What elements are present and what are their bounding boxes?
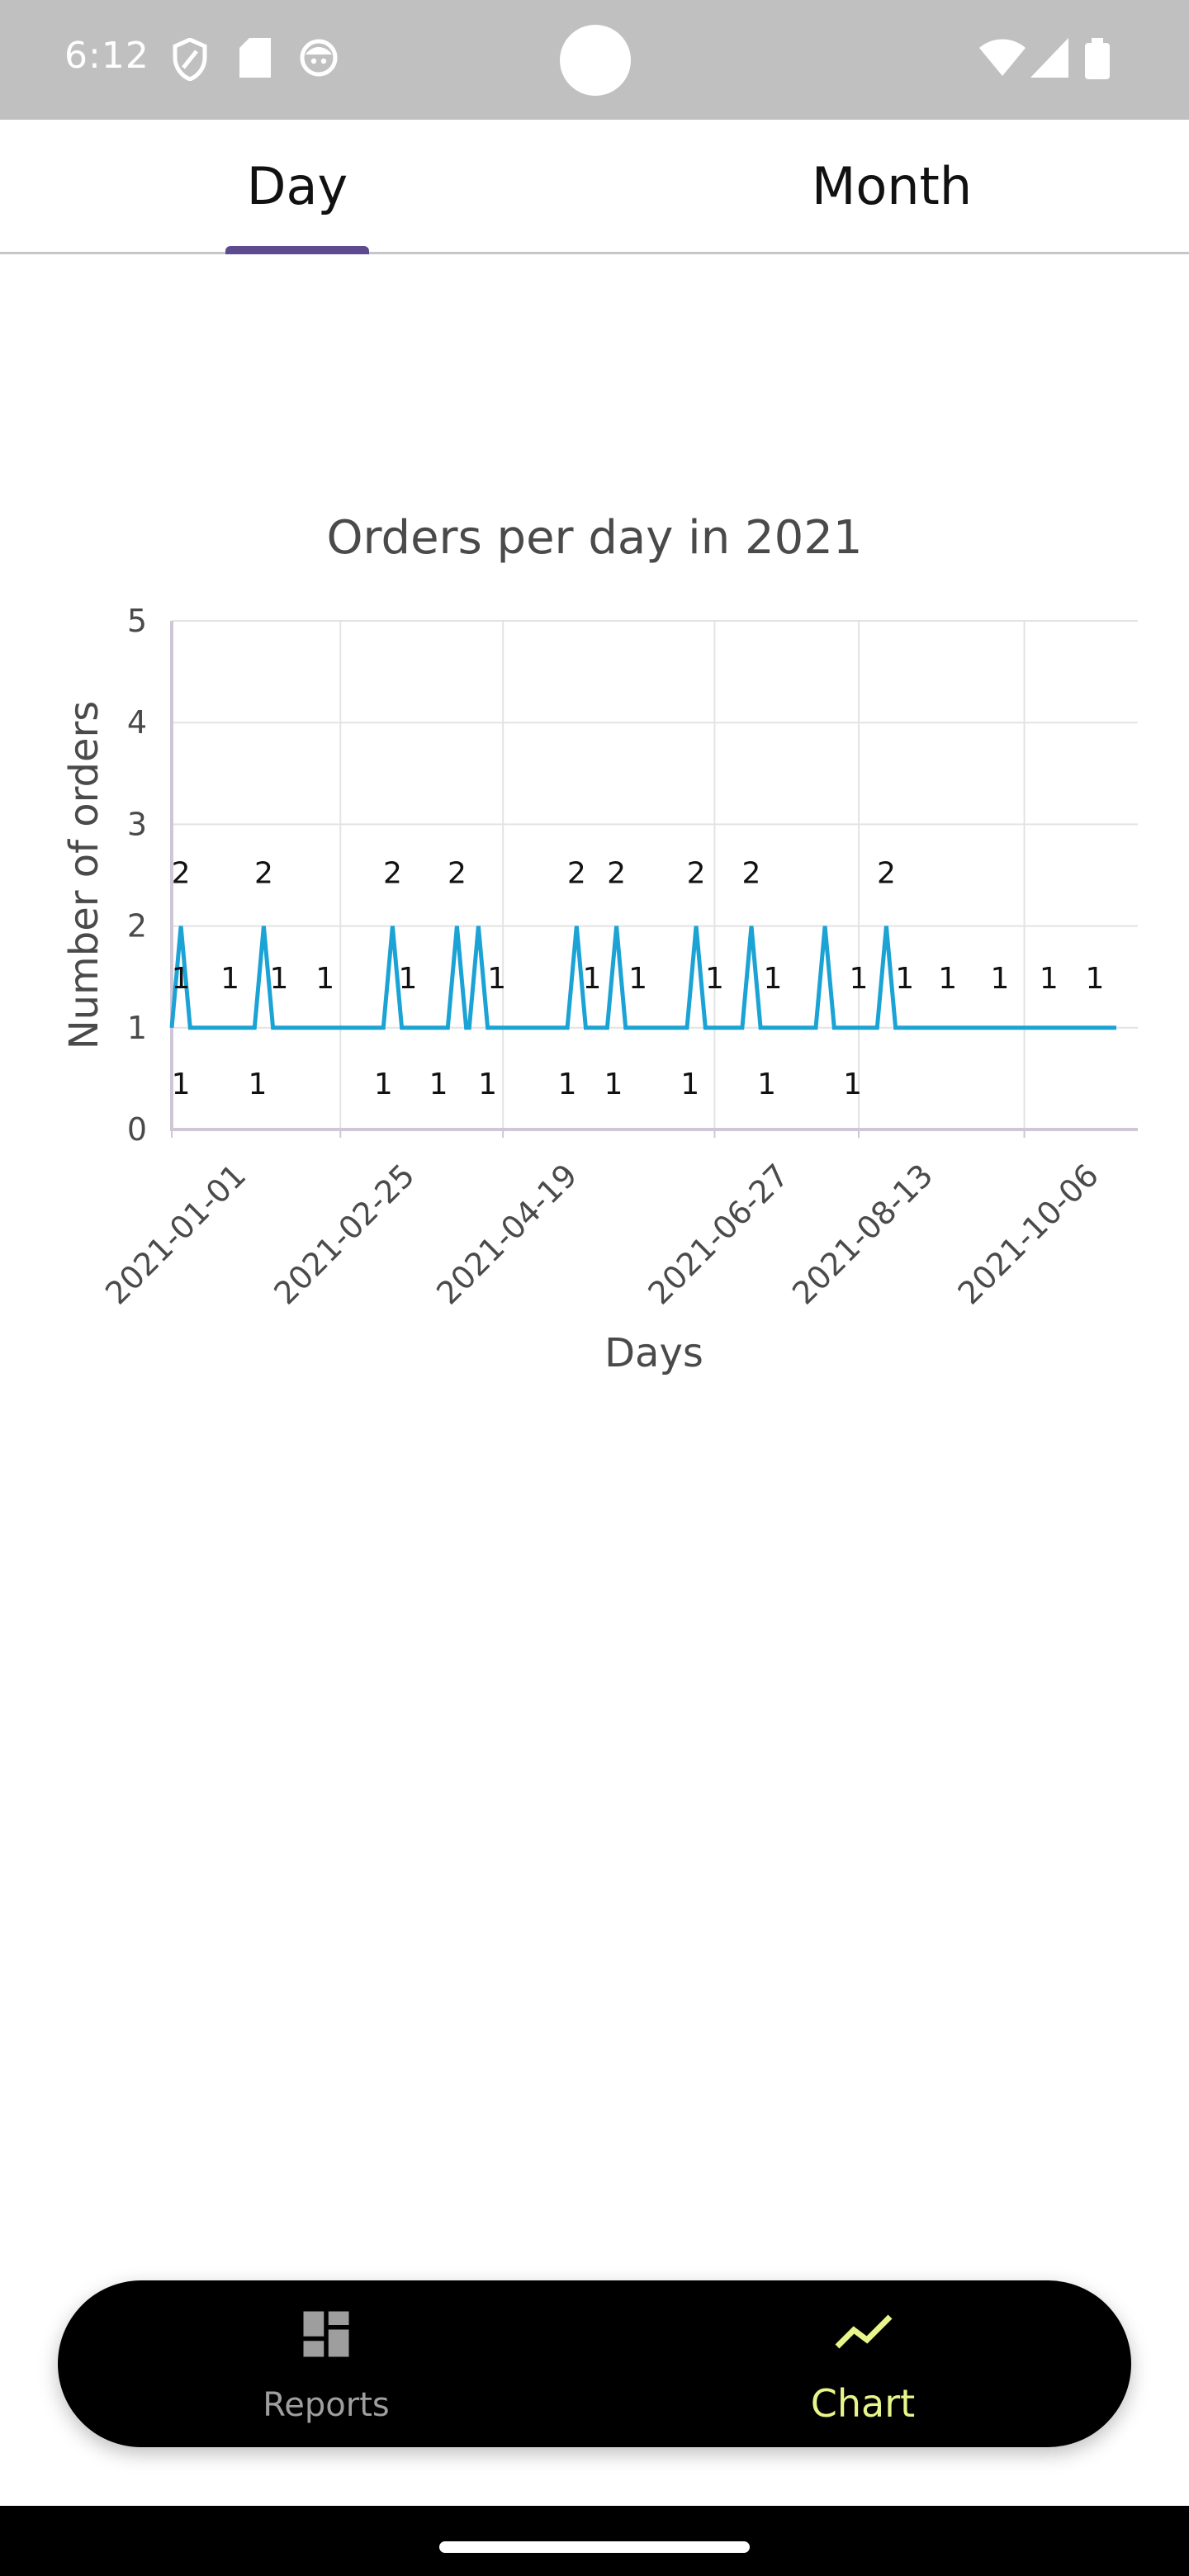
data-label: 1 xyxy=(315,962,334,996)
data-label: 2 xyxy=(172,857,191,891)
x-tick-label: 2021-02-25 xyxy=(267,1157,421,1311)
data-label: 1 xyxy=(487,962,506,996)
data-label: 1 xyxy=(374,1068,393,1101)
nav-label-reports: Reports xyxy=(263,2386,390,2424)
data-labels: 2 2 2 2 2 2 2 2 21 1 1 1 1 1 1 1 1 1 1 1 1 1 1 11 1 1 1 1 1 1 1 1 1 xyxy=(172,857,1105,1101)
y-tick-label: 0 xyxy=(127,1111,147,1148)
y-tick-label: 1 xyxy=(127,1010,147,1046)
data-label: 1 xyxy=(604,1068,623,1101)
data-label: 1 xyxy=(850,962,869,996)
data-label: 1 xyxy=(249,1068,268,1101)
data-label: 1 xyxy=(220,962,239,996)
data-label: 1 xyxy=(938,962,957,996)
nav-item-chart[interactable]: Chart xyxy=(594,2280,1131,2447)
camera-cutout xyxy=(560,25,631,96)
x-tick-label: 2021-06-27 xyxy=(642,1157,796,1311)
data-label: 1 xyxy=(172,962,191,996)
chart-grid xyxy=(171,620,1138,1138)
y-tick-labels: 0 1 2 3 4 5 xyxy=(127,603,147,1148)
y-tick-label: 4 xyxy=(127,704,147,741)
bottom-navigation: Reports Chart xyxy=(58,2280,1131,2447)
nav-label-chart: Chart xyxy=(810,2381,916,2426)
data-label: 2 xyxy=(742,857,761,891)
data-label: 2 xyxy=(383,857,402,891)
data-label: 1 xyxy=(478,1068,497,1101)
face-icon xyxy=(300,39,338,77)
data-label: 1 xyxy=(628,962,647,996)
data-label: 1 xyxy=(270,962,289,996)
data-label: 1 xyxy=(558,1068,577,1101)
data-label: 1 xyxy=(843,1068,862,1101)
data-label: 2 xyxy=(254,857,273,891)
y-tick-label: 2 xyxy=(127,908,147,945)
y-tick-label: 5 xyxy=(127,603,147,639)
data-label: 1 xyxy=(172,1068,191,1101)
tab-month[interactable]: Month xyxy=(811,155,973,216)
data-label: 1 xyxy=(1040,962,1059,996)
cell-signal-icon xyxy=(1030,38,1068,78)
data-label: 1 xyxy=(757,1068,776,1101)
status-time: 6:12 xyxy=(64,35,149,77)
series-line xyxy=(169,926,1116,1030)
trending-line-icon xyxy=(835,2314,893,2349)
x-axis-label: Days xyxy=(604,1330,703,1376)
data-label: 2 xyxy=(567,857,586,891)
system-navigation-bar xyxy=(0,2506,1189,2576)
battery-icon xyxy=(1085,38,1110,79)
data-label: 1 xyxy=(895,962,914,996)
chart-series xyxy=(169,926,1117,1030)
dashboard-icon xyxy=(303,2311,349,2357)
data-label: 2 xyxy=(877,857,896,891)
y-axis-label: Number of orders xyxy=(61,701,107,1050)
data-label: 1 xyxy=(990,962,1009,996)
x-tick-labels: 2021-01-01 2021-02-25 2021-04-19 2021-06-27… xyxy=(98,1157,1106,1311)
data-label: 1 xyxy=(764,962,783,996)
data-label: 1 xyxy=(1086,962,1105,996)
data-label: 1 xyxy=(429,1068,448,1101)
data-label: 2 xyxy=(687,857,706,891)
chart-title: Orders per day in 2021 xyxy=(326,511,862,565)
data-label: 1 xyxy=(680,1068,699,1101)
data-label: 1 xyxy=(582,962,601,996)
data-label: 1 xyxy=(399,962,418,996)
x-tick-label: 2021-01-01 xyxy=(98,1157,253,1311)
x-tick-label: 2021-04-19 xyxy=(429,1157,584,1311)
x-tick-label: 2021-10-06 xyxy=(951,1157,1106,1311)
tab-bar: Day Month xyxy=(0,120,1189,254)
sd-card-icon xyxy=(239,38,271,78)
chart-axes xyxy=(170,621,1138,1131)
x-tick-label: 2021-08-13 xyxy=(785,1157,940,1311)
tab-day[interactable]: Day xyxy=(246,155,348,216)
data-label: 1 xyxy=(705,962,724,996)
tab-selected-indicator xyxy=(225,246,369,254)
status-bar: 6:12 xyxy=(0,0,1189,120)
wifi-icon xyxy=(979,39,1026,76)
nav-item-reports[interactable]: Reports xyxy=(58,2280,594,2447)
y-tick-label: 3 xyxy=(127,806,147,842)
shield-icon xyxy=(173,38,207,81)
data-label: 2 xyxy=(607,857,626,891)
gesture-handle[interactable] xyxy=(439,2541,750,2553)
data-label: 2 xyxy=(448,857,467,891)
